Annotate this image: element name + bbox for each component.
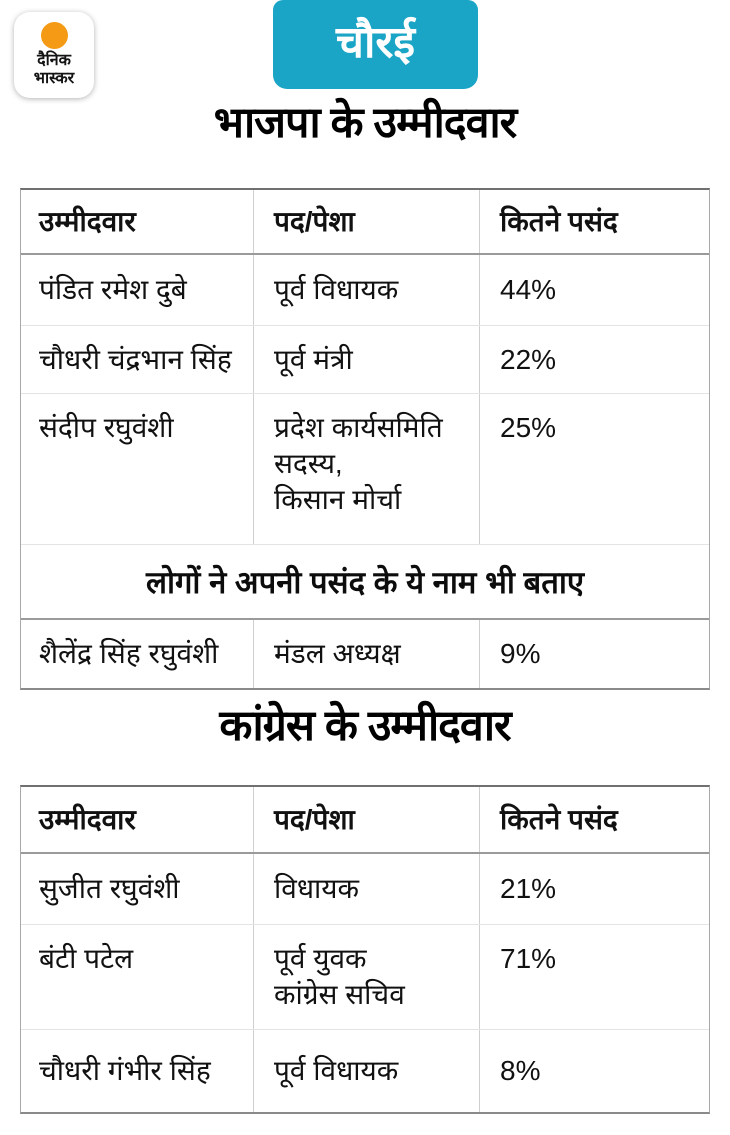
congress-candidates-table: उम्मीदवार पद/पेशा कितने पसंद सुजीत रघुवं…	[20, 785, 710, 1114]
candidate-percent: 25%	[479, 394, 709, 544]
column-header-candidate: उम्मीदवार	[39, 803, 136, 835]
candidate-percent: 9%	[479, 620, 709, 688]
logo-line-1: दैनिक	[37, 52, 71, 69]
candidate-role: पूर्व विधायक	[253, 255, 479, 325]
candidate-percent: 71%	[479, 925, 709, 1029]
candidate-role: प्रदेश कार्यसमिति सदस्य, किसान मोर्चा	[253, 394, 479, 544]
candidate-name: चौधरी गंभीर सिंह	[39, 1055, 211, 1087]
column-header-percent: कितने पसंद	[479, 190, 709, 253]
candidate-percent: 44%	[479, 255, 709, 325]
table-row: संदीप रघुवंशी प्रदेश कार्यसमिति सदस्य, क…	[21, 394, 709, 545]
logo-text: दैनिक भास्कर	[34, 52, 74, 88]
candidate-role: पूर्व मंत्री	[253, 326, 479, 393]
candidate-name: चौधरी चंद्रभान सिंह	[39, 343, 232, 375]
candidate-name: पंडित रमेश दुबे	[39, 274, 187, 306]
candidate-percent: 8%	[479, 1030, 709, 1112]
candidate-percent: 22%	[479, 326, 709, 393]
column-header-role: पद/पेशा	[253, 190, 479, 253]
column-header-role: पद/पेशा	[253, 787, 479, 852]
logo-line-2: भास्कर	[33, 69, 75, 87]
candidate-name: सुजीत रघुवंशी	[39, 873, 180, 905]
table-row: बंटी पटेल पूर्व युवक कांग्रेस सचिव 71%	[21, 925, 709, 1030]
table-row: चौधरी चंद्रभान सिंह पूर्व मंत्री 22%	[21, 326, 709, 394]
table-row: सुजीत रघुवंशी विधायक 21%	[21, 854, 709, 925]
sun-dot-icon	[40, 22, 68, 49]
table-row: शैलेंद्र सिंह रघुवंशी मंडल अध्यक्ष 9%	[21, 620, 709, 688]
constituency-name: चौरई	[336, 17, 415, 67]
constituency-badge: चौरई	[273, 0, 478, 89]
candidate-percent: 21%	[479, 854, 709, 924]
section-title-congress: कांग्रेस के उम्मीदवार	[219, 702, 511, 750]
candidate-name: शैलेंद्र सिंह रघुवंशी	[39, 638, 219, 670]
candidate-name: बंटी पटेल	[39, 943, 134, 974]
candidate-role: मंडल अध्यक्ष	[253, 620, 479, 688]
column-header-candidate: उम्मीदवार	[39, 205, 136, 237]
table-row: पंडित रमेश दुबे पूर्व विधायक 44%	[21, 255, 709, 326]
table-header-row: उम्मीदवार पद/पेशा कितने पसंद	[21, 190, 709, 255]
candidate-role: विधायक	[253, 854, 479, 924]
also-liked-note: लोगों ने अपनी पसंद के ये नाम भी बताए	[21, 545, 709, 620]
candidate-role: पूर्व विधायक	[253, 1030, 479, 1112]
table-header-row: उम्मीदवार पद/पेशा कितने पसंद	[21, 787, 709, 854]
dainik-bhaskar-logo: दैनिक भास्कर	[14, 12, 94, 98]
table-row: चौधरी गंभीर सिंह पूर्व विधायक 8%	[21, 1030, 709, 1112]
section-title-bjp: भाजपा के उम्मीदवार	[213, 99, 518, 147]
bjp-candidates-table: उम्मीदवार पद/पेशा कितने पसंद पंडित रमेश …	[20, 188, 710, 690]
candidate-name: संदीप रघुवंशी	[39, 412, 174, 443]
candidate-role: पूर्व युवक कांग्रेस सचिव	[253, 925, 479, 1029]
column-header-percent: कितने पसंद	[479, 787, 709, 852]
